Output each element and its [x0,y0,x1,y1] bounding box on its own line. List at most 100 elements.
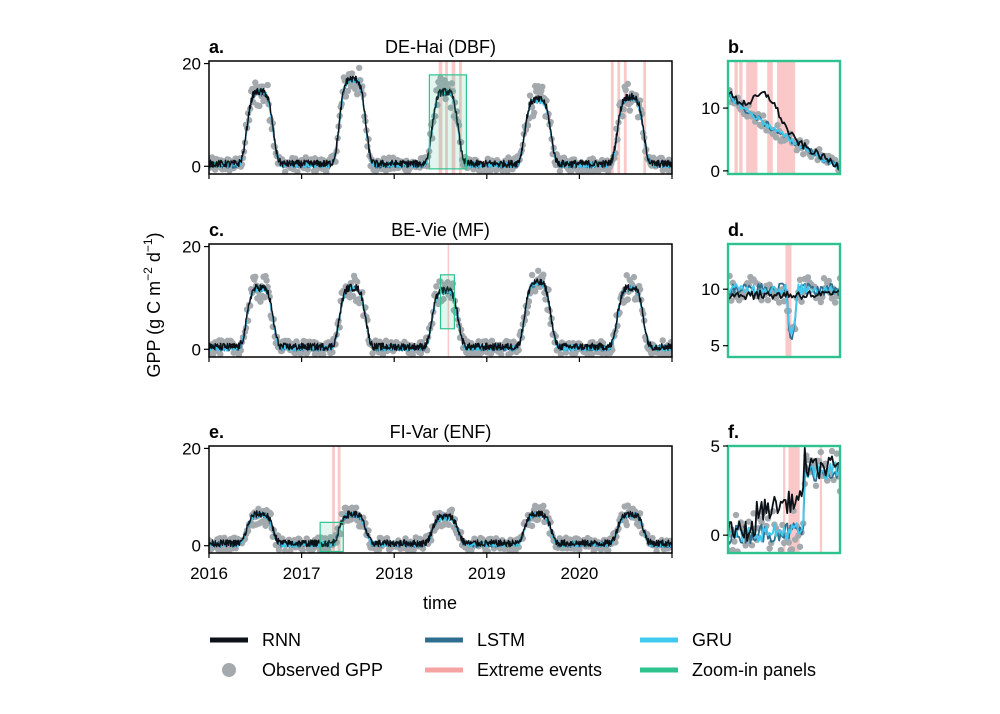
observed-points-d [728,272,840,333]
legend-swatch-observed [222,663,236,677]
x-axis-label: time [423,593,457,613]
observed-point [484,547,492,553]
legend-item-lstm: LSTM [425,630,525,650]
observed-point [820,275,828,282]
legend-item-zoom: Zoom-in panels [640,660,816,680]
observed-point [528,522,536,530]
observed-point [632,91,640,99]
extreme-event-band-a-3 [459,61,462,174]
observed-point [766,545,773,552]
panel-title-a: DE-Hai (DBF) [385,37,496,57]
panel-letter-d: d. [728,220,744,240]
observed-point [498,351,505,357]
observed-point [540,271,547,278]
extreme-event-band-b-0 [734,61,738,174]
observed-point [624,80,631,88]
observed-point [302,154,309,161]
y-tick-label: 0 [192,157,201,176]
observed-point [342,93,350,100]
observed-point [448,506,456,513]
x-tick-label: 2019 [468,564,506,583]
y-axis-label: GPP (g C m−2 d−1) [141,232,164,377]
observed-point [832,299,839,306]
observed-point [760,112,767,119]
y-tick-label: 0 [711,162,720,181]
panel-letter-a: a. [209,37,224,57]
observed-point [275,546,283,553]
observed-point [588,351,595,357]
observed-point [369,350,376,357]
panel-frame-f [726,444,842,555]
observed-point [261,294,268,301]
legend-item-gru: GRU [640,630,732,650]
observed-point [352,504,360,511]
x-tick-label: 2020 [560,564,598,583]
observed-point [817,448,824,456]
legend: RNN LSTM GRU Observed GPP Extreme events Zoom… [210,630,816,680]
extreme-event-band-a-1 [445,61,448,174]
observed-point [281,168,289,174]
observed-point [796,543,804,550]
observed-point [320,351,327,357]
gru-series-line-e [209,511,672,548]
panel-letter-e: e. [209,422,224,442]
observed-point [605,547,612,553]
extreme-event-band-c-0 [447,244,450,357]
panel-frame-a [208,60,673,175]
observed-point [353,278,361,285]
extreme-event-band-b-4 [777,61,796,174]
observed-point [796,276,804,284]
y-tick-label: 10 [701,280,720,299]
observed-point [539,83,546,90]
y-tick-label: 0 [192,537,201,556]
observed-point [828,447,836,455]
observed-point [776,299,783,306]
panel-c: 0 20 c. BE-Vie (MF) [182,220,673,362]
observed-point [576,546,583,553]
observed-point [475,338,482,345]
observed-point [349,292,357,300]
extreme-event-band-a-7 [643,61,647,174]
observed-point [630,273,638,281]
legend-label-extreme: Extreme events [477,660,602,680]
legend-label-zoom: Zoom-in panels [692,660,816,680]
zoom-window-c [439,274,455,330]
observed-point [750,510,757,517]
observed-point [626,107,634,114]
panel-letter-f: f. [728,422,739,442]
x-tick-label: 2017 [283,564,321,583]
panel-frame-e [208,445,673,554]
observed-point [779,521,786,529]
observed-point [256,102,263,110]
panel-e: 0 20 2016 2017 2018 2019 2020 e. FI-Var (ENF) [182,422,673,583]
observed-point [445,521,452,528]
observed-point [535,516,542,523]
observed-point [788,546,796,553]
observed-point [267,510,274,518]
zoom-window-a [428,74,468,170]
observed-point [812,482,820,490]
y-tick-label: 0 [711,526,720,545]
panel-frame-d [726,242,842,359]
observed-point [344,87,352,95]
observed-point [447,104,454,111]
legend-item-extreme: Extreme events [425,660,602,680]
observed-point [732,511,740,519]
rnn-series-line-a [209,75,672,168]
observed-point [772,134,780,141]
legend-label-observed: Observed GPP [262,660,383,680]
observed-point [729,279,736,287]
observed-point [263,277,270,284]
observed-point [817,298,824,306]
observed-point [252,273,259,281]
observed-point [353,91,361,98]
observed-point [557,351,565,357]
observed-point [535,267,542,274]
gru-series-line-b [728,89,840,171]
observed-point [622,86,629,94]
observed-point [755,111,762,118]
extreme-event-band-e-1 [337,446,341,553]
observed-point [423,347,431,354]
observed-point [659,337,666,344]
